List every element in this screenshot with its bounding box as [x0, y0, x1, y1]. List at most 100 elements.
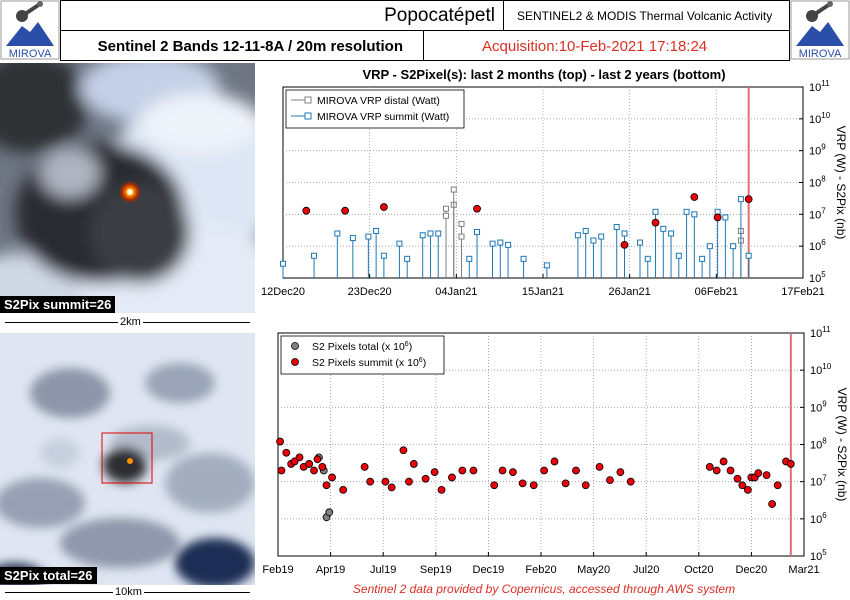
data-point: [450, 186, 457, 193]
legend: S2 Pixels total (x 106) S2 Pixels summit …: [280, 335, 445, 375]
data-point: [458, 220, 465, 227]
y-tick-label: 105: [810, 548, 827, 563]
data-point: [334, 230, 341, 237]
data-point: [474, 228, 481, 235]
total-scale-text: 10km: [113, 586, 144, 598]
logo-text: MIROVA: [799, 48, 842, 60]
data-point: [498, 466, 507, 475]
vrp-charts: VRP - S2Pixel(s): last 2 months (top) - …: [261, 67, 849, 596]
header-name-box: Popocatépetl: [60, 0, 504, 31]
mirova-logo-left: MIROVA: [0, 0, 60, 60]
data-point: [442, 212, 449, 219]
data-point: [295, 453, 304, 462]
legend-label: MIROVA VRP distal (Watt): [317, 95, 440, 107]
data-point: [620, 240, 629, 249]
data-point: [379, 203, 388, 211]
data-point: [489, 240, 496, 247]
data-point: [683, 208, 690, 215]
legend-marker: [304, 96, 312, 104]
data-point: [762, 471, 771, 480]
product-title: SENTINEL2 & MODIS Thermal Volcanic Activ…: [517, 9, 773, 23]
legend-marker: [291, 342, 299, 350]
data-point: [754, 469, 763, 478]
data-point: [572, 466, 580, 475]
data-point: [311, 252, 318, 259]
data-point: [719, 457, 728, 466]
data-point: [668, 230, 675, 237]
summit-thumbnail: S2Pix summit=26: [0, 63, 255, 313]
legend: MIROVA VRP distal (Watt) MIROVA VRP summi…: [285, 89, 465, 129]
data-point: [430, 468, 439, 477]
x-tick-label: Apr19: [316, 564, 345, 576]
x-tick-label: 06Feb21: [695, 286, 738, 298]
header-acq-box: Acquisition:10-Feb-2021 17:18:24: [423, 30, 790, 61]
data-point: [349, 235, 356, 242]
x-tick-label: Feb20: [525, 564, 556, 576]
credit-text: Sentinel 2 data provided by Copernicus, …: [353, 582, 735, 596]
data-point: [691, 211, 698, 218]
legend-label: S2 Pixels summit (x 106): [312, 357, 426, 369]
legend-box: [285, 89, 465, 129]
data-point: [637, 239, 644, 246]
y-tick-label: 108: [810, 437, 827, 452]
data-point: [690, 193, 699, 201]
data-point: [713, 213, 722, 222]
data-point: [458, 233, 465, 240]
data-point: [365, 233, 372, 240]
x-tick-label: Feb19: [262, 564, 293, 576]
y-tick-label: 106: [810, 511, 827, 526]
data-point: [722, 214, 729, 221]
data-point: [590, 237, 597, 244]
data-point: [699, 255, 706, 262]
data-point: [427, 230, 434, 237]
data-point: [405, 477, 413, 486]
data-point: [644, 255, 651, 262]
header-product-box: SENTINEL2 & MODIS Thermal Volcanic Activ…: [503, 0, 790, 31]
total-image: [0, 333, 255, 585]
data-point: [419, 232, 426, 239]
data-point: [497, 239, 504, 246]
data-point: [730, 243, 737, 250]
data-point: [380, 252, 387, 259]
x-tick-label: May20: [577, 564, 610, 576]
legend-box: [280, 335, 445, 375]
bands-label: Sentinel 2 Bands 12-11-8A / 20m resoluti…: [97, 38, 403, 55]
data-point: [458, 466, 467, 475]
data-point: [387, 483, 396, 492]
total-thumbnail: S2Pix total=26: [0, 333, 255, 585]
data-point: [660, 225, 667, 232]
data-point: [520, 255, 527, 262]
data-point: [409, 460, 418, 468]
total-pixel-label: S2Pix total=26: [0, 567, 97, 584]
data-point: [561, 479, 570, 488]
data-point: [773, 481, 782, 490]
data-point: [706, 243, 713, 250]
y-tick-label: 1011: [809, 79, 830, 94]
data-point: [509, 468, 517, 477]
data-point: [469, 466, 478, 475]
data-point: [540, 466, 549, 475]
x-tick-label: 23Dec20: [348, 286, 392, 298]
x-tick-label: 04Jan21: [435, 286, 477, 298]
data-point: [606, 476, 614, 485]
data-point: [313, 455, 322, 464]
data-point: [341, 206, 349, 215]
data-point: [652, 208, 659, 215]
data-point: [280, 260, 286, 267]
data-point: [490, 481, 499, 490]
data-point: [448, 473, 456, 482]
data-point: [396, 240, 403, 247]
y-tick-label: 1010: [809, 111, 831, 126]
x-tick-label: Jul20: [633, 564, 659, 576]
x-tick-label: 15Jan21: [522, 286, 564, 298]
data-point: [738, 481, 747, 490]
data-point: [360, 462, 369, 471]
header-bands-box: Sentinel 2 Bands 12-11-8A / 20m resoluti…: [60, 30, 424, 61]
data-point: [733, 474, 742, 483]
data-point: [543, 262, 550, 269]
data-point: [322, 481, 331, 490]
x-tick-label: Mar21: [788, 564, 819, 576]
y-tick-label: 107: [810, 474, 827, 489]
data-point: [399, 446, 408, 455]
data-point: [302, 206, 311, 215]
